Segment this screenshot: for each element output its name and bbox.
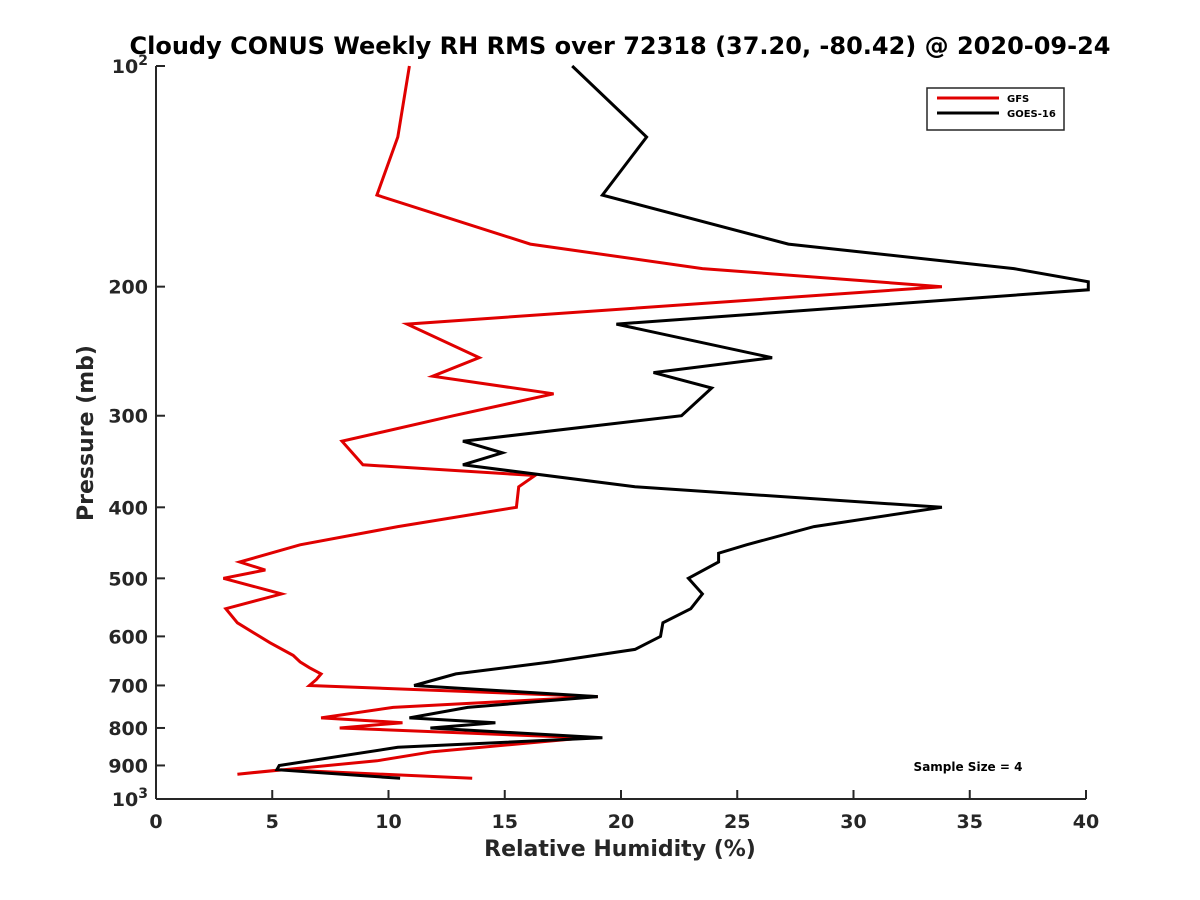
y-axis-label: Pressure (mb) xyxy=(74,345,99,521)
x-axis-label: Relative Humidity (%) xyxy=(484,837,756,862)
y-tick-label: 600 xyxy=(108,626,148,648)
x-tick-label: 30 xyxy=(840,811,866,833)
x-tick-label: 10 xyxy=(375,811,401,833)
legend-label-gfs: GFS xyxy=(1007,94,1029,105)
x-tick-label: 35 xyxy=(957,811,983,833)
y-tick-label: 500 xyxy=(108,568,148,590)
x-tick-label: 0 xyxy=(149,811,162,833)
x-tick-label: 20 xyxy=(608,811,634,833)
series-layer xyxy=(223,64,1090,780)
legend-label-goes-16: GOES-16 xyxy=(1007,109,1056,120)
series-line-goes-16 xyxy=(274,64,1090,780)
x-tick-label: 15 xyxy=(492,811,518,833)
x-tick-label: 5 xyxy=(266,811,279,833)
y-tick-label: 200 xyxy=(108,277,148,299)
y-tick-label: 102 xyxy=(112,53,148,78)
y-tick-label: 400 xyxy=(108,497,148,519)
x-axis-ticks: 0 5 10 15 20 25 30 35 40 xyxy=(149,790,1099,833)
legend: GFS GOES-16 xyxy=(926,87,1065,131)
sample-size-annotation: Sample Size = 4 xyxy=(914,760,1023,774)
y-tick-label: 800 xyxy=(108,718,148,740)
y-axis-ticks: 102 200 300 400 500 600 700 800 900 103 xyxy=(108,53,165,811)
y-tick-label: 700 xyxy=(108,675,148,697)
x-tick-label: 40 xyxy=(1073,811,1099,833)
y-tick-label: 900 xyxy=(108,755,148,777)
series-line-gfs xyxy=(223,65,943,780)
legend-box xyxy=(926,87,1065,131)
y-tick-label: 103 xyxy=(112,786,148,811)
x-tick-label: 25 xyxy=(724,811,750,833)
chart-title: Cloudy CONUS Weekly RH RMS over 72318 (3… xyxy=(130,32,1111,60)
y-tick-label: 300 xyxy=(108,406,148,428)
